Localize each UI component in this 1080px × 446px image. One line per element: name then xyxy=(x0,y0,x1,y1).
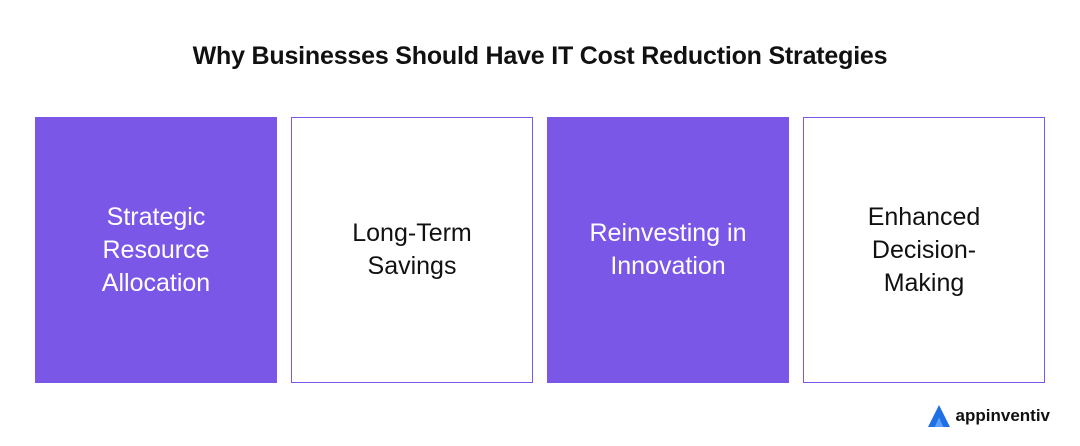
card-label: Enhanced Decision-Making xyxy=(867,202,981,297)
card-label: Long-Term Savings xyxy=(352,219,472,280)
page-title: Why Businesses Should Have IT Cost Reduc… xyxy=(192,42,888,70)
brand-name: appinventiv xyxy=(955,406,1050,425)
card-long-term-savings: Long-Term Savings xyxy=(291,117,533,383)
card-strategic-resource-allocation: Strategic Resource Allocation xyxy=(35,117,277,383)
card-label: Reinvesting in Innovation xyxy=(589,219,747,280)
card-label: Strategic Resource Allocation xyxy=(101,202,211,297)
brand-logo: appinventiv xyxy=(926,403,1050,429)
card-reinvesting-in-innovation: Reinvesting in Innovation xyxy=(547,117,789,383)
appinventiv-logo-icon xyxy=(927,405,950,427)
card-enhanced-decision-making: Enhanced Decision-Making xyxy=(803,117,1045,383)
reasons-card-row: Strategic Resource Allocation Long-Term … xyxy=(35,117,1045,383)
